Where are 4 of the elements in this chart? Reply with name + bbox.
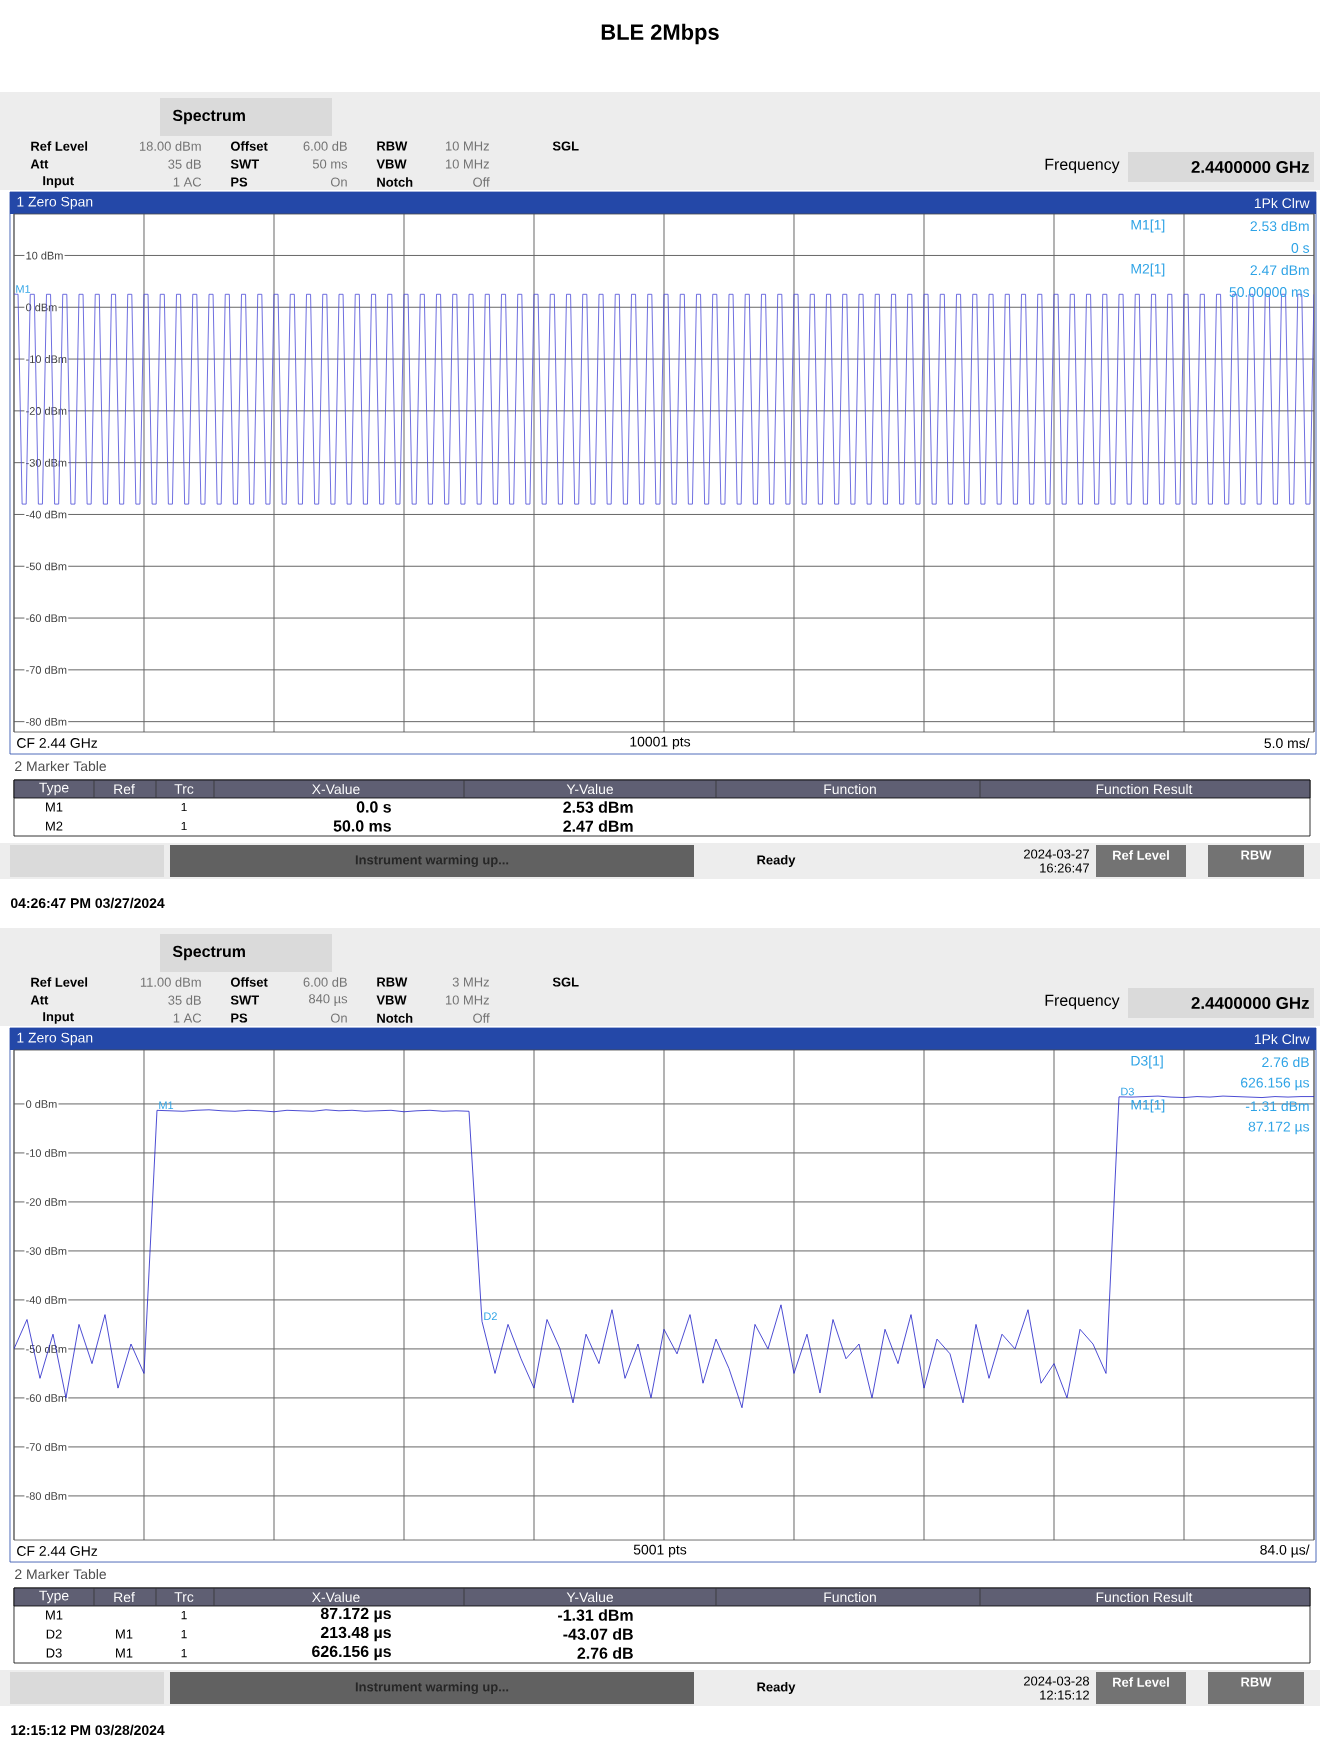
text: 2.4400000 GHz [1191, 997, 1309, 1009]
text: 2.4400000 GHz [1191, 161, 1309, 173]
line-series [13, 293, 1314, 505]
chart-title: BLE 2Mbps [601, 23, 719, 45]
